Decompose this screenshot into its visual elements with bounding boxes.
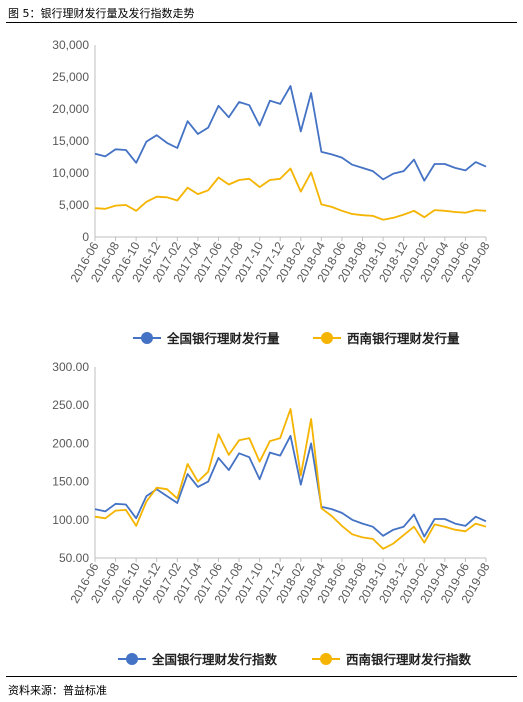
series-line — [94, 167, 487, 221]
chart-issuance-volume: 05,00010,00015,00020,00025,00030,0002016… — [52, 38, 492, 346]
y-tick-label: 150.00 — [52, 475, 89, 489]
source-note: 资料来源：普益标准 — [8, 684, 107, 697]
series-line — [94, 85, 487, 182]
series-line — [94, 434, 487, 538]
legend-label: 西南银行理财发行指数 — [346, 652, 472, 667]
y-tick-label: 250.00 — [52, 398, 89, 412]
legend-label: 全国银行理财发行指数 — [151, 652, 278, 667]
y-tick-label: 15,000 — [52, 134, 89, 148]
legend-label: 全国银行理财发行量 — [166, 331, 280, 346]
figure-title: 图 5：银行理财发行量及发行指数走势 — [8, 7, 195, 20]
legend-marker — [321, 332, 333, 344]
y-tick-label: 20,000 — [52, 102, 89, 116]
y-tick-label: 100.00 — [52, 513, 89, 527]
bottom-rule — [6, 676, 517, 677]
y-tick-label: 10,000 — [52, 166, 89, 180]
y-tick-label: 300.00 — [52, 360, 89, 374]
y-tick-label: 30,000 — [52, 38, 89, 52]
y-tick-label: 200.00 — [52, 436, 89, 450]
legend-marker — [126, 653, 138, 665]
legend-label: 西南银行理财发行量 — [347, 331, 460, 346]
chart-issuance-index: 50.00100.00150.00200.00250.00300.002016-… — [52, 360, 492, 667]
legend-marker — [320, 653, 332, 665]
series-line — [94, 408, 487, 550]
y-tick-label: 5,000 — [59, 198, 89, 212]
top-rule — [6, 22, 517, 23]
y-tick-label: 50.00 — [59, 551, 89, 565]
y-tick-label: 25,000 — [52, 70, 89, 84]
legend-marker — [141, 332, 153, 344]
y-tick-label: 0 — [82, 230, 89, 244]
